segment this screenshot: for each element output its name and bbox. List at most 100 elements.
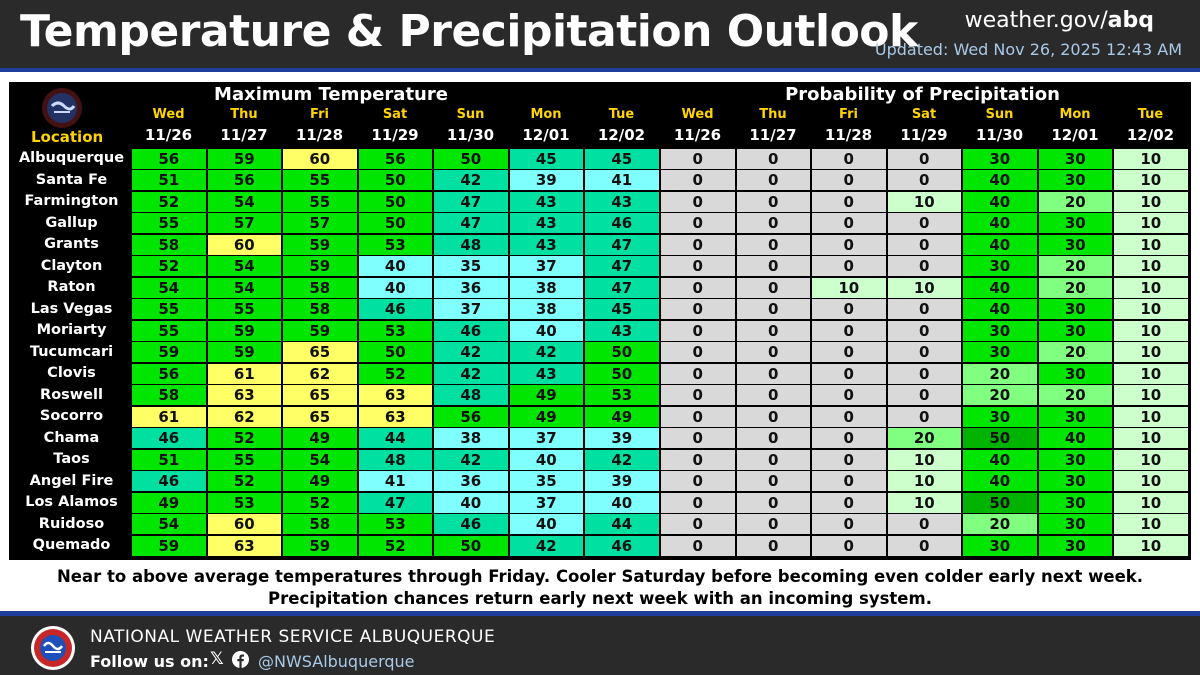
pop-cell: 30	[1038, 406, 1112, 427]
location-name: Moriarty	[36, 322, 107, 338]
nws-logo-icon	[31, 626, 75, 670]
temp-cell: 51	[132, 170, 206, 190]
temp-cell: 55	[283, 170, 357, 190]
pop-cell: 30	[963, 535, 1037, 556]
pop-cell: 0	[812, 363, 886, 384]
pop-cell: 30	[1038, 363, 1112, 384]
temp-cell: 42	[509, 535, 583, 556]
pop-cell: 0	[736, 213, 810, 233]
temp-cell: 65	[283, 342, 357, 362]
pop-cell: 0	[736, 342, 810, 362]
pop-day-header: Wed	[681, 107, 714, 122]
pop-cell: 0	[812, 385, 886, 405]
location-name: Angel Fire	[29, 472, 114, 489]
temp-cell: 42	[434, 363, 508, 384]
pop-cell: 0	[812, 148, 886, 169]
temp-cell: 47	[434, 191, 508, 212]
temp-cell: 43	[585, 191, 659, 212]
location-name: Albuquerque	[18, 150, 125, 166]
pop-cell: 20	[1038, 256, 1112, 276]
pop-cell: 0	[661, 148, 735, 169]
pop-date-header: 12/01	[1051, 126, 1099, 144]
pop-cell: 0	[887, 342, 961, 362]
pop-cell: 0	[812, 492, 886, 513]
temp-cell: 65	[283, 406, 357, 427]
temp-day-header: Sat	[382, 107, 408, 122]
pop-cell: 0	[661, 299, 735, 319]
temp-cell: 49	[509, 385, 583, 405]
location-name: Quemado	[32, 537, 111, 553]
temp-cell: 49	[283, 428, 357, 448]
temp-cell: 58	[132, 385, 206, 405]
pop-cell: 0	[812, 514, 886, 534]
nws-logo-icon	[42, 88, 82, 128]
temp-cell: 59	[132, 535, 206, 556]
pop-cell: 50	[963, 492, 1037, 513]
temp-cell: 57	[207, 213, 281, 233]
temp-cell: 47	[585, 234, 659, 255]
temp-cell: 40	[585, 492, 659, 513]
pop-cell: 40	[963, 213, 1037, 233]
temp-cell: 46	[585, 213, 659, 233]
pop-cell: 30	[1038, 148, 1112, 169]
pop-cell: 0	[736, 385, 810, 405]
temp-cell: 46	[434, 514, 508, 534]
pop-cell: 10	[1114, 234, 1188, 255]
pop-cell: 50	[963, 428, 1037, 448]
pop-cell: 0	[812, 299, 886, 319]
temp-day-header: Thu	[230, 107, 258, 122]
temp-cell: 44	[585, 514, 659, 534]
pop-section-title: Probability of Precipitation	[785, 84, 1060, 105]
header-stripe	[0, 68, 1200, 72]
temp-cell: 57	[283, 213, 357, 233]
pop-cell: 20	[887, 428, 961, 448]
temp-cell: 62	[283, 363, 357, 384]
temp-cell: 43	[509, 234, 583, 255]
temp-cell: 43	[585, 320, 659, 341]
temp-cell: 42	[434, 449, 508, 470]
pop-cell: 0	[661, 428, 735, 448]
pop-cell: 0	[661, 385, 735, 405]
x-icon[interactable]: 𝕏	[210, 649, 224, 669]
pop-cell: 20	[1038, 191, 1112, 212]
temp-cell: 59	[283, 535, 357, 556]
temp-cell: 54	[283, 449, 357, 470]
pop-cell: 0	[661, 320, 735, 341]
temp-cell: 54	[132, 514, 206, 534]
facebook-icon[interactable]	[232, 651, 249, 668]
footer-social-handle[interactable]: @NWSAlbuquerque	[258, 652, 415, 671]
pop-cell: 0	[736, 428, 810, 448]
temp-cell: 41	[358, 471, 432, 491]
temp-cell: 50	[434, 148, 508, 169]
temp-cell: 59	[132, 342, 206, 362]
pop-cell: 0	[661, 449, 735, 470]
pop-cell: 30	[1038, 492, 1112, 513]
pop-cell: 0	[887, 363, 961, 384]
temp-cell: 36	[434, 277, 508, 298]
temp-cell: 53	[358, 320, 432, 341]
temp-cell: 40	[358, 256, 432, 276]
temp-cell: 42	[509, 342, 583, 362]
temp-cell: 61	[207, 363, 281, 384]
pop-cell: 0	[812, 449, 886, 470]
temp-cell: 42	[434, 342, 508, 362]
pop-cell: 0	[736, 148, 810, 169]
pop-cell: 30	[963, 256, 1037, 276]
pop-cell: 40	[963, 191, 1037, 212]
summary-line-1: Near to above average temperatures throu…	[56, 567, 1144, 586]
pop-cell: 10	[1114, 363, 1188, 384]
temp-cell: 37	[509, 256, 583, 276]
temp-date-header: 11/27	[220, 126, 268, 144]
temp-cell: 45	[509, 148, 583, 169]
temp-cell: 53	[207, 492, 281, 513]
pop-cell: 10	[1114, 170, 1188, 190]
pop-cell: 20	[1038, 342, 1112, 362]
pop-cell: 10	[1114, 492, 1188, 513]
pop-cell: 0	[736, 449, 810, 470]
website-link[interactable]: weather.gov/abq	[965, 8, 1154, 33]
temp-cell: 38	[509, 277, 583, 298]
pop-cell: 40	[963, 449, 1037, 470]
pop-cell: 10	[887, 277, 961, 298]
pop-cell: 10	[1114, 342, 1188, 362]
temp-cell: 52	[207, 471, 281, 491]
